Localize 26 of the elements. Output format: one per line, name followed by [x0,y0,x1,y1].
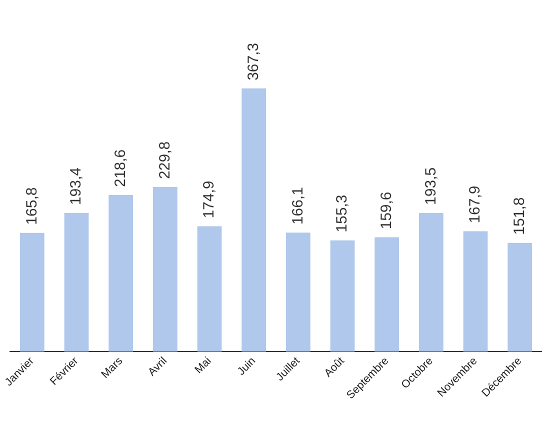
bar [64,213,89,352]
data-label: 166,1 [289,187,306,225]
data-label: 229,8 [156,141,174,179]
bar [374,237,400,352]
data-label: 167,9 [466,186,484,224]
data-label: 367,3 [244,42,262,80]
data-label: 165,8 [23,187,40,225]
data-label: 218,6 [112,149,129,187]
bar [508,242,532,352]
data-label: 159,6 [378,192,395,230]
bar [286,232,310,352]
bar [418,212,444,352]
bar [108,194,134,352]
data-label: 193,5 [422,167,440,205]
x-tick-label: Juin [235,355,258,378]
data-label: 174,9 [200,180,218,218]
data-label: 155,3 [334,194,351,232]
bar [152,186,178,352]
data-label: 151,8 [510,197,528,235]
data-label: 193,4 [68,167,85,206]
bar [330,240,355,352]
bar [20,232,44,352]
bar [197,226,222,352]
x-tick-label: Mai [192,355,214,376]
bar [463,231,488,352]
bar [242,88,266,352]
